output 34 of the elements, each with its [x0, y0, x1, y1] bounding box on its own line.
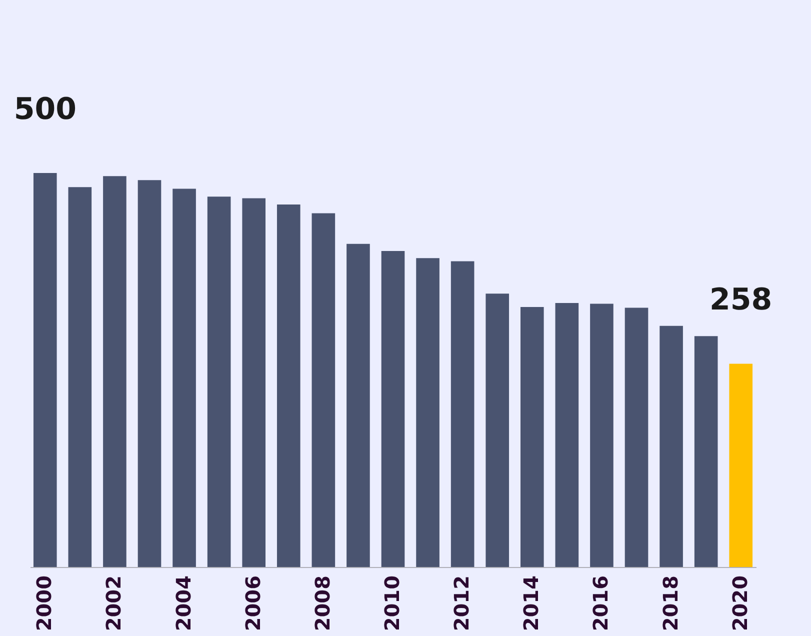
bar — [520, 306, 544, 567]
bar — [242, 198, 266, 567]
bar — [486, 294, 510, 567]
x-tick-label: 2002 — [102, 576, 126, 632]
data-label: 500 — [14, 92, 76, 127]
bar — [68, 187, 92, 567]
bar — [450, 261, 474, 567]
x-tick-label: 2006 — [240, 576, 265, 632]
bar — [555, 303, 579, 567]
x-tick-label: 2010 — [380, 576, 404, 632]
bar — [381, 251, 405, 567]
x-tick-label: 2000 — [32, 576, 56, 632]
bar — [172, 188, 196, 567]
bar — [590, 304, 614, 567]
bar — [660, 326, 683, 567]
x-tick-label: 2018 — [658, 576, 682, 632]
data-label: 258 — [710, 282, 772, 318]
x-tick-label: 2020 — [728, 576, 752, 632]
bar — [694, 336, 718, 567]
bar — [416, 258, 440, 567]
x-tick-label: 2008 — [310, 576, 334, 632]
x-tick-label: 2016 — [588, 576, 613, 632]
x-tick-label: 2012 — [450, 576, 474, 632]
bar — [624, 308, 648, 567]
bar — [138, 180, 162, 567]
bar — [312, 213, 336, 567]
x-tick-label: 2004 — [171, 576, 196, 632]
bar — [103, 176, 126, 567]
bar — [207, 196, 231, 567]
bar — [33, 173, 57, 567]
bar — [346, 244, 370, 567]
bar — [729, 364, 753, 567]
x-tick-label: 2014 — [519, 576, 544, 632]
bar — [276, 204, 300, 567]
